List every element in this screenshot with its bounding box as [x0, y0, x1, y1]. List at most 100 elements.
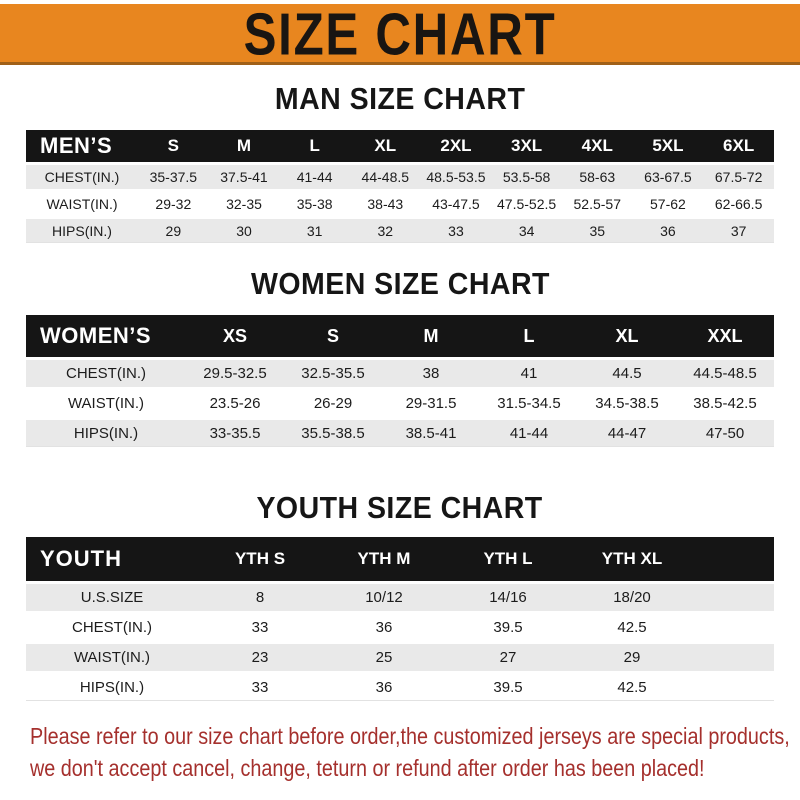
table-cell: 58-63 [579, 169, 616, 185]
table-row: WAIST(IN.) 29-32 32-35 35-38 38-43 43-47.5 47.… [26, 192, 774, 216]
table-cell: 38.5-41 [382, 420, 480, 447]
column-header: S [326, 325, 339, 346]
table-corner-label: MEN’S [40, 133, 113, 158]
table-cell: 42.5 [617, 619, 647, 636]
table-cell: 41-44 [296, 169, 333, 185]
table-cell: 25 [375, 649, 393, 666]
table-cell: 44-47 [578, 420, 676, 447]
table-cell: 44.5 [612, 365, 642, 382]
table-cell: 29 [623, 649, 641, 666]
table-header-row: MEN’S S M L XL 2XL 3XL 4XL 5XL 6XL [26, 130, 774, 162]
row-label: CHEST(IN.) [44, 169, 120, 185]
table-cell: 27 [499, 649, 517, 666]
table-cell: 35 [561, 219, 633, 243]
column-header: XL [374, 136, 397, 155]
table-cell: 33 [251, 619, 269, 636]
table-cell: 32-35 [226, 196, 262, 212]
column-header: XS [222, 325, 247, 346]
table-cell: 14/16 [489, 589, 527, 606]
spacer-cell [694, 614, 774, 641]
column-header: 2XL [440, 136, 472, 155]
section-title-man: MAN SIZE CHART [274, 81, 526, 116]
table-cell: 41 [520, 365, 538, 382]
column-header: YTH S [234, 549, 286, 568]
row-label: HIPS(IN.) [26, 674, 198, 701]
table-cell: 35-38 [296, 196, 333, 212]
table-row: CHEST(IN.) 35-37.5 37.5-41 41-44 44-48.5 48.5… [26, 165, 774, 189]
women-title-wrap: WOMEN SIZE CHART [0, 268, 800, 300]
table-cell: 34 [491, 219, 562, 243]
table-cell: 43-47.5 [432, 196, 480, 212]
table-corner-label: WOMEN’S [40, 323, 152, 348]
column-header: L [309, 136, 320, 155]
spacer-cell [694, 584, 774, 611]
row-label: HIPS(IN.) [26, 219, 138, 243]
table-row: WAIST(IN.) 23.5-26 26-29 29-31.5 31.5-34.5 34… [26, 390, 774, 417]
table-cell: 39.5 [446, 674, 570, 701]
table-cell: 34.5-38.5 [595, 395, 659, 412]
column-header: XL [615, 325, 639, 346]
table-row: WAIST(IN.) 23 25 27 29 [26, 644, 774, 671]
table-cell: 8 [255, 589, 265, 606]
row-label: U.S.SIZE [80, 589, 144, 606]
table-cell: 63-67.5 [644, 169, 692, 185]
table-cell: 10/12 [365, 589, 403, 606]
table-header-row: YOUTH YTH S YTH M YTH L YTH XL [26, 537, 774, 581]
table-cell: 48.5-53.5 [426, 169, 486, 185]
table-cell: 47-50 [676, 420, 774, 447]
column-header: XXL [707, 325, 743, 346]
table-cell: 32 [349, 219, 421, 243]
table-cell: 53.5-58 [502, 169, 551, 185]
disclaimer-line-2: we don't accept cancel, change, teturn o… [30, 755, 705, 781]
column-header: 5XL [652, 136, 684, 155]
disclaimer-line-1: Please refer to our size chart before or… [30, 723, 790, 749]
table-cell: 33 [198, 674, 322, 701]
row-label: WAIST(IN.) [73, 649, 151, 666]
table-row: HIPS(IN.) 29 30 31 32 33 34 35 36 37 [26, 219, 774, 243]
table-cell: 52.5-57 [573, 196, 621, 212]
spacer-cell [694, 537, 774, 581]
column-header: L [523, 325, 535, 346]
women-size-chart-section: WOMEN SIZE CHART WOMEN’S XS S M L XL XXL CHEST(… [0, 268, 800, 450]
banner-title: SIZE CHART [243, 4, 557, 65]
table-cell: 47.5-52.5 [497, 196, 557, 212]
table-cell: 23.5-26 [209, 395, 261, 412]
column-header: S [167, 136, 179, 155]
table-cell: 42.5 [570, 674, 694, 701]
table-cell: 35.5-38.5 [284, 420, 382, 447]
table-cell: 39.5 [493, 619, 523, 636]
table-cell: 29.5-32.5 [203, 365, 267, 382]
column-header: 6XL [723, 136, 755, 155]
youth-title-wrap: YOUTH SIZE CHART [0, 492, 800, 524]
men-size-table: MEN’S S M L XL 2XL 3XL 4XL 5XL 6XL CHEST(IN.) 35-37… [26, 127, 774, 246]
size-chart-banner: SIZE CHART [0, 4, 800, 65]
column-header: 3XL [511, 136, 543, 155]
man-title-wrap: MAN SIZE CHART [0, 83, 800, 115]
row-label: WAIST(IN.) [67, 395, 145, 412]
table-cell: 37 [703, 219, 774, 243]
table-row: HIPS(IN.) 33-35.5 35.5-38.5 38.5-41 41-44 44-… [26, 420, 774, 447]
spacer-cell [694, 674, 774, 701]
table-cell: 26-29 [313, 395, 353, 412]
table-cell: 57-62 [650, 196, 686, 212]
table-row: CHEST(IN.) 33 36 39.5 42.5 [26, 614, 774, 641]
table-cell: 33 [420, 219, 492, 243]
section-title-women: WOMEN SIZE CHART [250, 266, 550, 301]
row-label: HIPS(IN.) [26, 420, 186, 447]
spacer-cell [694, 644, 774, 671]
section-title-youth: YOUTH SIZE CHART [256, 490, 544, 525]
table-cell: 32.5-35.5 [301, 365, 365, 382]
table-cell: 38-43 [367, 196, 404, 212]
table-cell: 30 [208, 219, 280, 243]
column-header: 4XL [581, 136, 613, 155]
table-cell: 36 [632, 219, 704, 243]
table-cell: 38.5-42.5 [693, 395, 757, 412]
table-cell: 29-31.5 [405, 395, 457, 412]
disclaimer-text: Please refer to our size chart before or… [0, 720, 800, 784]
table-row: HIPS(IN.) 33 36 39.5 42.5 [26, 674, 774, 701]
table-corner-label: YOUTH [40, 546, 122, 571]
table-row: U.S.SIZE 8 10/12 14/16 18/20 [26, 584, 774, 611]
column-header: M [236, 136, 252, 155]
row-label: WAIST(IN.) [46, 196, 118, 212]
table-cell: 36 [375, 619, 393, 636]
